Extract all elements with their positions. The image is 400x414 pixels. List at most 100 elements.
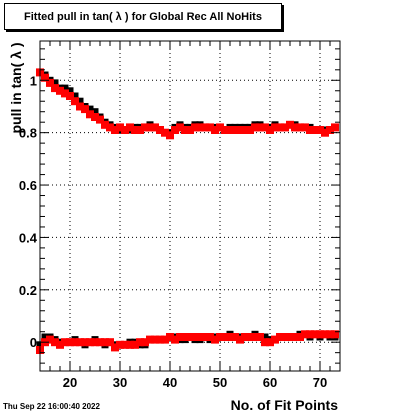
red-data-point [51,84,59,93]
red-data-point [196,123,204,132]
red-data-point [326,330,334,339]
red-data-point [91,113,99,121]
red-data-point [236,335,244,344]
red-data-point [46,78,54,87]
red-data-point [46,335,54,344]
red-data-point [191,123,199,132]
red-data-point [176,123,184,132]
red-data-point [66,92,74,100]
red-data-point [266,338,274,347]
red-data-point [266,126,274,134]
red-data-point [116,340,124,349]
red-data-point [196,333,204,341]
grid [40,41,340,371]
red-data-point [101,120,109,129]
red-data-point [226,126,234,134]
red-data-point [206,123,214,132]
red-data-point [141,123,149,132]
red-data-point [271,123,279,132]
red-data-point [311,330,319,339]
black-data-point [41,333,49,341]
red-data-point [181,333,189,341]
black-data-point [51,79,59,87]
red-data-point [256,333,264,341]
red-data-point [241,333,249,341]
y-tick-label: 0.6 [19,178,37,193]
axis-ticks [39,41,341,371]
red-data-point [251,123,259,132]
y-tick-label: 0 [30,335,37,350]
black-data-point [261,333,269,341]
red-data-point [76,338,84,347]
red-data-point [101,338,109,347]
red-data-point [291,123,299,132]
red-data-point [136,126,144,134]
red-data-point [316,126,324,134]
y-tick-label: 0.8 [19,126,37,141]
red-data-point [111,343,119,352]
red-data-point [146,123,154,132]
red-data-point [71,338,79,347]
red-data-point [286,120,294,129]
red-data-point [211,126,219,134]
red-data-point [81,338,89,347]
red-data-point [126,123,134,132]
red-data-point [281,333,289,341]
x-tick-label: 40 [163,375,177,390]
red-data-point [171,126,179,134]
y-tick-label: 0.2 [19,283,37,298]
red-data-point [151,335,159,344]
red-data-point [201,123,209,132]
red-data-point [261,338,269,347]
red-data-point [251,333,259,341]
black-data-point [86,105,94,113]
red-data-point [331,330,339,339]
red-data-point [271,335,279,344]
red-data-point [231,333,239,341]
red-data-point [166,333,174,341]
black-data-point [91,108,99,116]
red-data-point [301,330,309,339]
red-data-point [61,89,69,98]
red-data-point [211,335,219,344]
red-data-point [246,333,254,341]
red-data-point [301,123,309,132]
x-tick-label: 30 [113,375,127,390]
red-data-point [306,330,314,339]
red-data-point [186,126,194,134]
tick-labels: 20 30 40 50 60 70 0 0.2 0.4 0.6 0.8 1 [19,73,327,390]
red-data-point [186,333,194,341]
chart-title: Fitted pull in tan( λ ) for Global Rec A… [4,3,282,30]
red-data-point [231,126,239,134]
x-axis-title: No. of Fit Points [231,397,339,413]
x-tick-label: 20 [63,375,77,390]
red-data-point [111,126,119,134]
plot-frame [39,40,341,372]
red-data-point [261,123,269,132]
red-data-point [96,338,104,347]
x-tick-label: 60 [263,375,277,390]
x-tick-label: 70 [313,375,327,390]
red-data-point [316,330,324,339]
red-data-point [96,115,104,124]
red-data-point [331,123,339,132]
red-data-point [276,333,284,341]
red-data-point [286,333,294,341]
red-data-point [61,338,69,347]
red-data-point [226,333,234,341]
red-data-point [161,128,169,137]
red-data-point [281,123,289,132]
red-data-point [71,97,79,106]
red-data-point [321,128,329,137]
red-data-point [146,335,154,344]
red-data-point [216,333,224,341]
red-data-point [306,126,314,134]
red-data-point [91,338,99,347]
red-data-point [51,338,59,347]
red-data-point [131,126,139,134]
red-data-point [206,333,214,341]
red-data-point [156,126,164,134]
red-data-point [126,340,134,349]
red-data-point [296,333,304,341]
